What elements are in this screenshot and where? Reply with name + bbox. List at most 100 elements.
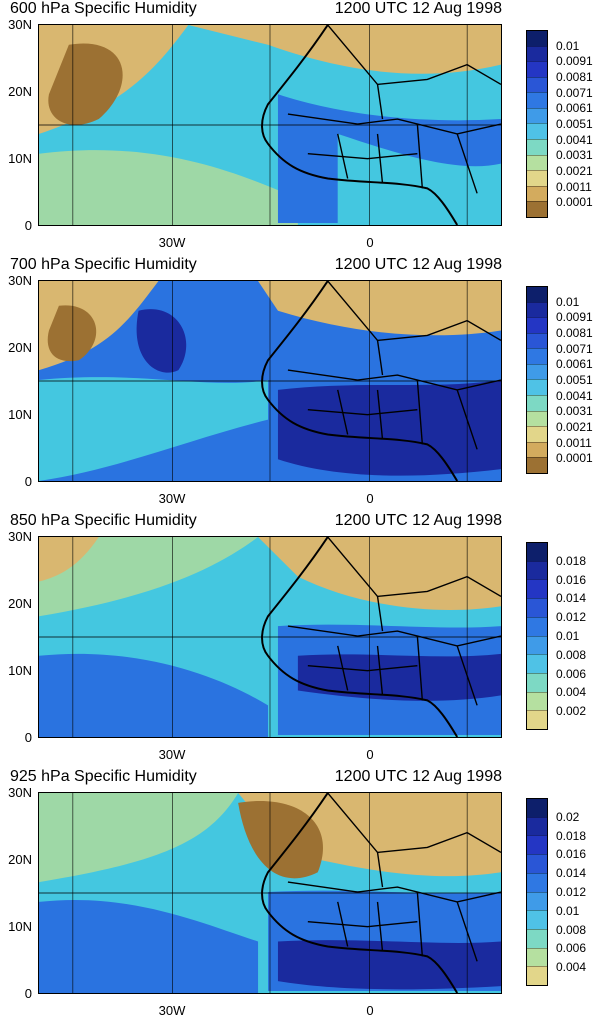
- x-tick-label: 0: [366, 1003, 374, 1018]
- colorbar: [526, 286, 548, 474]
- colorbar: [526, 30, 548, 218]
- country-border: [307, 665, 418, 672]
- map-plot: [38, 792, 502, 994]
- colorbar-label: 0.014: [556, 591, 587, 606]
- colorbar-label: 0.0061: [556, 101, 593, 116]
- colorbar-swatch: [527, 123, 547, 140]
- country-border: [287, 625, 501, 647]
- humidity-contour: [258, 537, 501, 611]
- colorbar-swatch: [527, 287, 547, 302]
- colorbar-label: 0.012: [556, 885, 587, 899]
- colorbar-label: 0.01: [556, 38, 580, 53]
- humidity-contour: [39, 537, 99, 582]
- colorbar-label: 0.0021: [556, 420, 593, 434]
- country-border: [376, 596, 384, 632]
- colorbar-swatch: [527, 363, 547, 380]
- humidity-contour: [337, 133, 501, 225]
- country-border: [287, 113, 501, 135]
- colorbar-swatch: [527, 410, 547, 427]
- country-border: [327, 281, 501, 342]
- panel-title: 925 hPa Specific Humidity: [10, 768, 197, 785]
- country-border: [376, 340, 384, 376]
- colorbar-swatch: [527, 710, 547, 730]
- colorbar-label: 0.0091: [556, 54, 593, 69]
- colorbar-swatch: [527, 910, 547, 929]
- colorbar-label: 0.01: [556, 903, 580, 918]
- y-tick-label: 30N: [8, 273, 32, 288]
- x-tick-label: 30W: [158, 235, 186, 250]
- colorbar: [526, 542, 548, 730]
- colorbar-label: 0.01: [556, 294, 580, 309]
- colorbar-label: 0.0051: [556, 117, 593, 131]
- country-border: [456, 901, 478, 962]
- y-tick-label: 20N: [8, 84, 32, 99]
- x-tick-label: 0: [366, 747, 374, 762]
- colorbar-label: 0.01: [556, 629, 580, 643]
- humidity-panel: 700 hPa Specific Humidity 1200 UTC 12 Aug…: [0, 256, 600, 512]
- colorbar-swatch: [527, 61, 547, 77]
- country-border: [307, 921, 418, 928]
- colorbar-label: 0.008: [556, 922, 587, 937]
- coastline: [261, 793, 459, 993]
- humidity-contour: [47, 305, 97, 362]
- humidity-contour: [277, 380, 501, 476]
- colorbar-swatch: [527, 170, 547, 186]
- colorbar-label: 0.008: [556, 647, 587, 662]
- coastline: [261, 281, 459, 481]
- humidity-contour: [39, 150, 298, 225]
- colorbar-swatch: [527, 928, 547, 948]
- panel-title: 600 hPa Specific Humidity: [10, 0, 197, 17]
- country-border: [376, 389, 384, 440]
- panel-date: 1200 UTC 12 Aug 1998: [334, 512, 502, 529]
- humidity-contour: [39, 899, 259, 993]
- colorbar-swatch: [527, 616, 547, 636]
- colorbar-label: 0.006: [556, 666, 587, 681]
- country-border: [376, 901, 384, 952]
- map-plot: [38, 536, 502, 738]
- colorbar-swatch: [527, 301, 547, 318]
- colorbar-swatch: [527, 672, 547, 692]
- country-border: [376, 852, 384, 888]
- country-border: [307, 409, 418, 416]
- panel-date: 1200 UTC 12 Aug 1998: [334, 0, 502, 17]
- colorbar-swatch: [527, 441, 547, 458]
- colorbar-swatch: [527, 31, 547, 46]
- colorbar-label: 0.0031: [556, 404, 593, 419]
- colorbar-label: 0.016: [556, 847, 587, 862]
- colorbar-swatch: [527, 654, 547, 673]
- y-tick-label: 30N: [8, 529, 32, 544]
- colorbar-label: 0.0021: [556, 164, 593, 178]
- country-border: [376, 84, 384, 120]
- colorbar-label: 0.0041: [556, 388, 593, 403]
- y-tick-label: 20N: [8, 340, 32, 355]
- y-tick-label: 10N: [8, 407, 32, 422]
- y-tick-label: 10N: [8, 919, 32, 934]
- colorbar-label: 0.02: [556, 809, 580, 824]
- colorbar-swatch: [527, 891, 547, 911]
- colorbar: [526, 798, 548, 986]
- humidity-field: [39, 537, 501, 737]
- colorbar-label: 0.014: [556, 866, 587, 881]
- colorbar-label: 0.002: [556, 704, 587, 719]
- country-border: [287, 369, 501, 391]
- colorbar-label: 0.006: [556, 941, 587, 956]
- panel-date: 1200 UTC 12 Aug 1998: [334, 768, 502, 785]
- humidity-field: [39, 281, 501, 481]
- country-border: [376, 133, 384, 184]
- map-plot: [38, 24, 502, 226]
- humidity-panel: 600 hPa Specific Humidity 1200 UTC 12 Aug…: [0, 0, 600, 256]
- x-tick-label: 30W: [158, 747, 186, 762]
- colorbar-label: 0.004: [556, 960, 587, 975]
- colorbar-label: 0.004: [556, 685, 587, 700]
- colorbar-label: 0.0011: [556, 179, 592, 194]
- country-border: [416, 635, 424, 701]
- country-border: [456, 645, 478, 706]
- y-tick-label: 30N: [8, 785, 32, 800]
- country-border: [456, 133, 478, 194]
- humidity-contour: [39, 793, 239, 883]
- colorbar-swatch: [527, 691, 547, 711]
- humidity-contour: [238, 801, 323, 879]
- country-border: [327, 793, 501, 854]
- y-tick-label: 0: [24, 986, 32, 1001]
- colorbar-swatch: [527, 543, 547, 561]
